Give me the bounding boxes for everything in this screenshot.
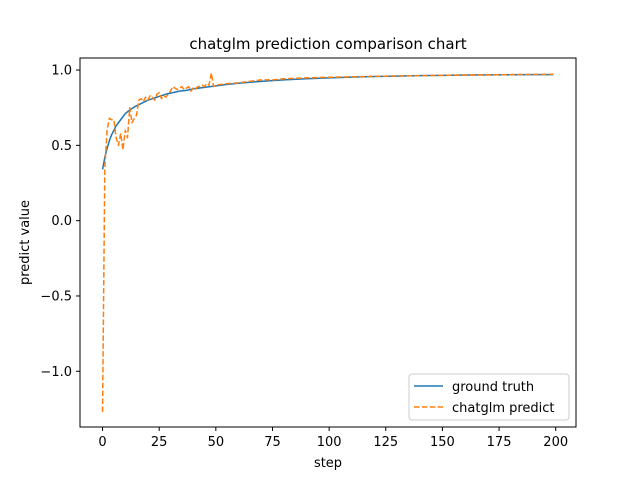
axes-frame bbox=[79, 57, 577, 428]
chart-title: chatglm prediction comparison chart bbox=[189, 35, 466, 53]
x-tick-label: 75 bbox=[264, 435, 281, 450]
x-tick-label: 125 bbox=[373, 435, 398, 450]
legend-label-ground-truth: ground truth bbox=[452, 380, 534, 395]
x-tick-label: 25 bbox=[151, 435, 168, 450]
legend-box bbox=[408, 373, 570, 421]
series-line-ground-truth bbox=[101, 73, 554, 170]
x-axis: 0 25 50 75 100 125 150 175 200 bbox=[98, 427, 568, 450]
y-tick-label: 0.0 bbox=[51, 214, 72, 229]
series-line-chatglm-predict bbox=[101, 72, 554, 412]
x-axis-label: step bbox=[314, 456, 342, 471]
x-tick-label: 175 bbox=[487, 435, 512, 450]
y-tick-label: −1.0 bbox=[40, 365, 72, 380]
y-tick-label: 0.5 bbox=[51, 139, 72, 154]
x-tick-label: 50 bbox=[208, 435, 225, 450]
legend-label-chatglm-predict: chatglm predict bbox=[452, 401, 555, 416]
x-tick-label: 0 bbox=[98, 435, 106, 450]
y-axis-label: predict value bbox=[18, 200, 33, 285]
x-tick-label: 200 bbox=[543, 435, 568, 450]
x-tick-label: 150 bbox=[430, 435, 455, 450]
y-tick-label: 1.0 bbox=[51, 64, 72, 79]
plot-area bbox=[79, 57, 577, 428]
y-tick-label: −0.5 bbox=[40, 289, 72, 304]
y-axis: −1.0 −0.5 0.0 0.5 1.0 bbox=[40, 64, 80, 380]
x-tick-label: 100 bbox=[317, 435, 342, 450]
series-layer bbox=[101, 72, 554, 412]
legend: ground truth chatglm predict bbox=[408, 373, 570, 421]
